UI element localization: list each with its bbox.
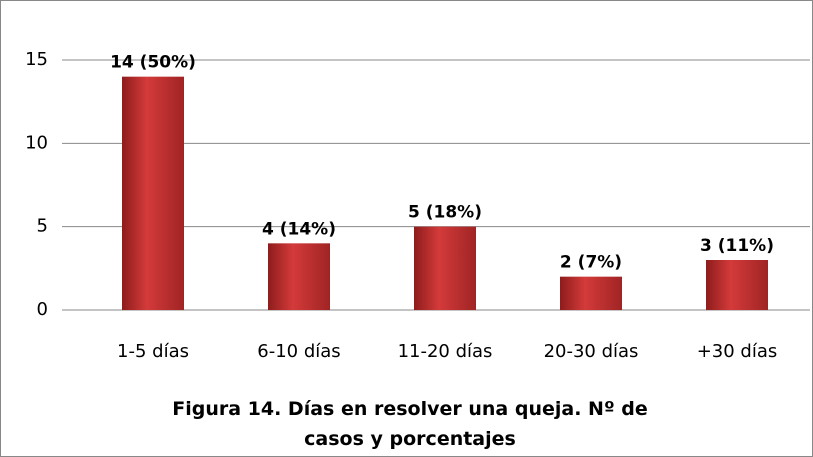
y-tick-label: 10 bbox=[25, 132, 48, 153]
bar bbox=[268, 243, 330, 310]
bar bbox=[414, 226, 476, 310]
x-tick-label: 6-10 días bbox=[257, 341, 340, 362]
value-label: 3 (11%) bbox=[700, 236, 774, 256]
value-label: 2 (7%) bbox=[560, 253, 622, 273]
bar bbox=[560, 276, 622, 310]
chart-title: Figura 14. Días en resolver una queja. N… bbox=[172, 398, 648, 450]
x-tick-label: 20-30 días bbox=[544, 341, 639, 362]
y-tick-label: 15 bbox=[25, 49, 48, 70]
value-label: 5 (18%) bbox=[408, 203, 482, 223]
y-tick-label: 0 bbox=[37, 299, 48, 320]
y-tick-label: 5 bbox=[37, 216, 48, 237]
x-tick-label: +30 días bbox=[697, 341, 778, 362]
value-label: 14 (50%) bbox=[110, 53, 196, 73]
value-label: 4 (14%) bbox=[262, 219, 336, 239]
bar bbox=[122, 76, 184, 311]
bar bbox=[706, 260, 768, 310]
x-tick-label: 11-20 días bbox=[398, 341, 493, 362]
x-tick-label: 1-5 días bbox=[117, 341, 189, 362]
